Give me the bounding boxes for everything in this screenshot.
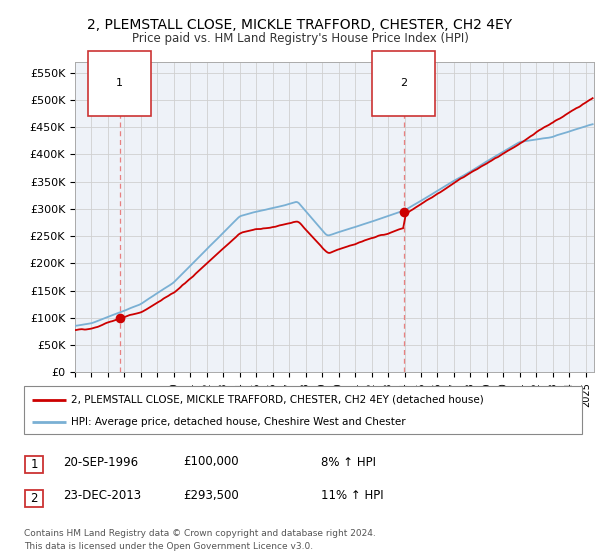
Text: 1: 1	[31, 458, 38, 472]
Text: Contains HM Land Registry data © Crown copyright and database right 2024.: Contains HM Land Registry data © Crown c…	[24, 529, 376, 538]
Text: 23-DEC-2013: 23-DEC-2013	[63, 489, 141, 502]
Text: 2: 2	[400, 78, 407, 88]
Text: 2: 2	[31, 492, 38, 505]
Text: 11% ↑ HPI: 11% ↑ HPI	[321, 489, 383, 502]
Text: 8% ↑ HPI: 8% ↑ HPI	[321, 455, 376, 469]
Text: Price paid vs. HM Land Registry's House Price Index (HPI): Price paid vs. HM Land Registry's House …	[131, 32, 469, 45]
Text: 1: 1	[116, 78, 123, 88]
Text: £100,000: £100,000	[183, 455, 239, 469]
FancyBboxPatch shape	[25, 490, 43, 507]
Text: This data is licensed under the Open Government Licence v3.0.: This data is licensed under the Open Gov…	[24, 542, 313, 550]
Text: £293,500: £293,500	[183, 489, 239, 502]
Text: 20-SEP-1996: 20-SEP-1996	[63, 455, 138, 469]
Text: HPI: Average price, detached house, Cheshire West and Chester: HPI: Average price, detached house, Ches…	[71, 417, 406, 427]
FancyBboxPatch shape	[24, 386, 582, 434]
FancyBboxPatch shape	[25, 456, 43, 473]
Text: 2, PLEMSTALL CLOSE, MICKLE TRAFFORD, CHESTER, CH2 4EY (detached house): 2, PLEMSTALL CLOSE, MICKLE TRAFFORD, CHE…	[71, 395, 484, 405]
Text: 2, PLEMSTALL CLOSE, MICKLE TRAFFORD, CHESTER, CH2 4EY: 2, PLEMSTALL CLOSE, MICKLE TRAFFORD, CHE…	[88, 18, 512, 32]
